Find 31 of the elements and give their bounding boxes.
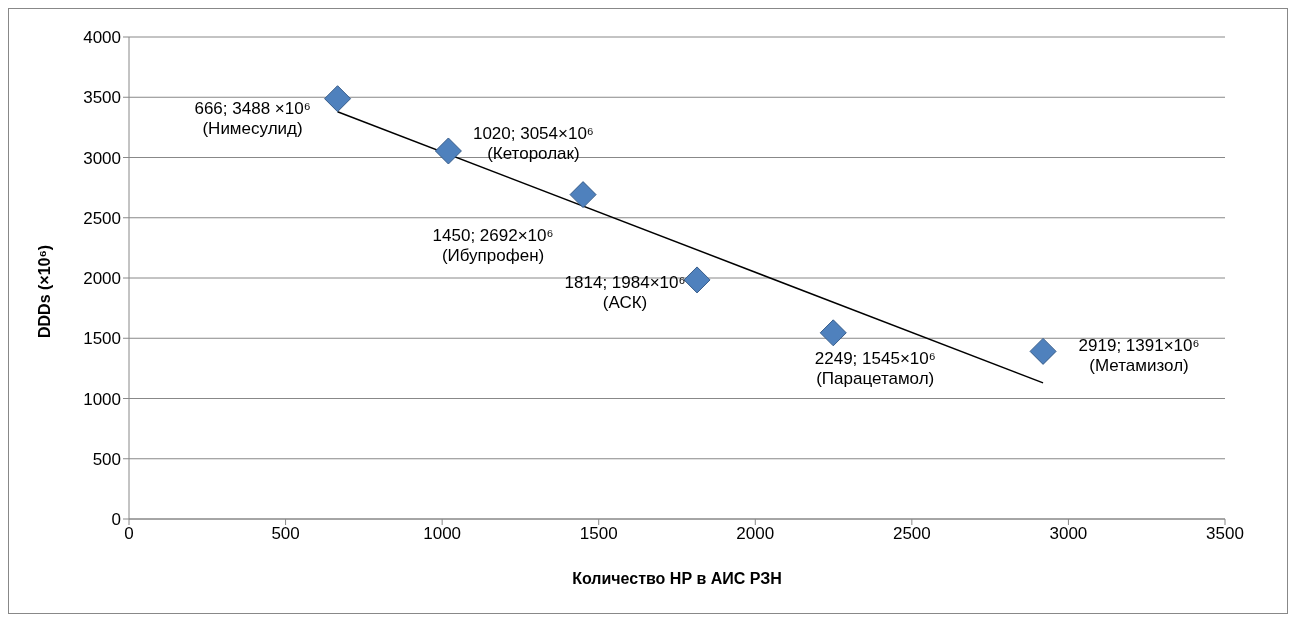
y-tick-label: 1000 [83,389,121,409]
data-label: 1450; 2692×10⁶ (Ибупрофен) [432,225,554,265]
x-tick-label: 3500 [1206,524,1244,544]
y-tick-label: 3500 [83,88,121,108]
point [1029,337,1057,365]
point [434,137,462,165]
data-label: 1814; 1984×10⁶ (АСК) [564,272,686,312]
x-axis-title: Количество НР в АИС РЗН [572,570,782,587]
data-label: 666; 3488 ×10⁶ (Нимесулид) [194,98,311,138]
y-tick-label: 500 [92,449,121,469]
data-label: 1020; 3054×10⁶ (Кеторолак) [472,123,594,163]
x-tick-label: 500 [271,524,300,544]
y-axis-title: DDDs (×10⁶) [35,244,53,338]
y-tick-label: 1500 [83,329,121,349]
x-tick-label: 2000 [736,524,775,544]
data-label: 2919; 1391×10⁶ (Метамизол) [1078,336,1200,376]
point [683,266,711,294]
y-tick-label: 2500 [83,208,121,228]
x-tick-label: 0 [124,524,134,544]
data-label: 2249; 1545×10⁶ (Парацетамол) [814,348,936,388]
x-tick-label: 3000 [1049,524,1088,544]
point [819,319,847,347]
x-tick-label: 2500 [892,524,931,544]
x-tick-label: 1000 [423,524,462,544]
x-tick-label: 1500 [579,524,618,544]
y-tick-label: 0 [111,510,121,530]
y-tick-label: 3000 [83,148,121,168]
point [324,85,352,113]
y-tick-label: 4000 [83,28,121,48]
y-tick-label: 2000 [83,269,121,289]
point [569,181,597,209]
